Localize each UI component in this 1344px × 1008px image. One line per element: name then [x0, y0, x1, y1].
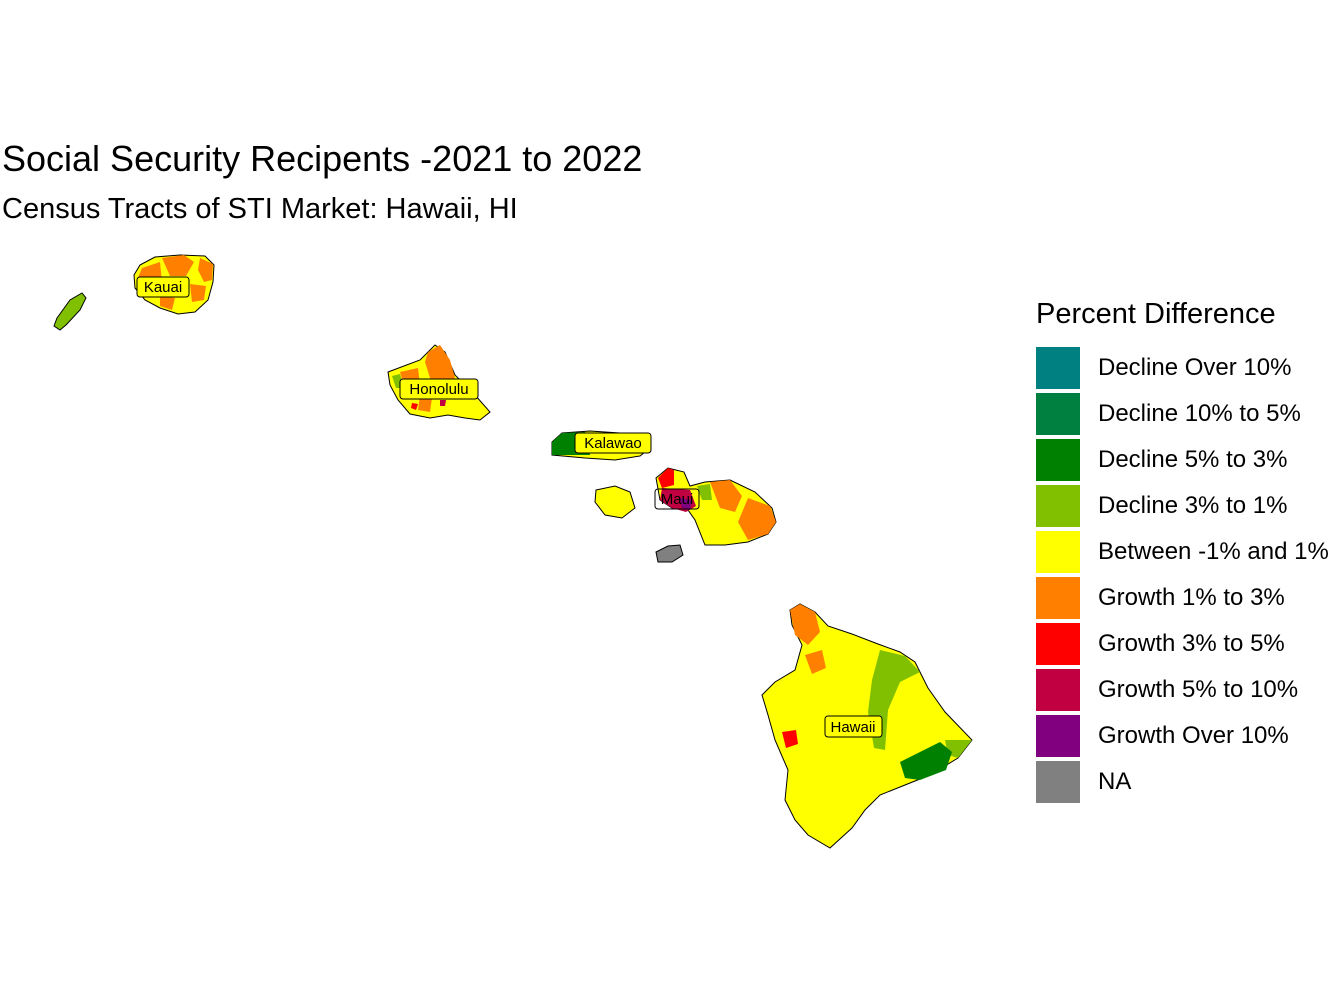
island-maui	[655, 467, 777, 546]
legend-label: Growth 1% to 3%	[1098, 584, 1285, 611]
island-kahoolawe	[655, 544, 684, 563]
legend-label: Decline 3% to 1%	[1098, 492, 1288, 519]
county-label-hawaii: Hawaii	[824, 715, 883, 738]
legend-swatch	[1036, 577, 1080, 619]
legend-item: Decline 3% to 1%	[1036, 483, 1329, 529]
legend-label: Decline Over 10%	[1098, 354, 1292, 381]
county-label-maui: Maui	[654, 488, 700, 510]
legend-label: Decline 5% to 3%	[1098, 446, 1288, 473]
svg-text:Honolulu: Honolulu	[409, 381, 468, 398]
legend-label: NA	[1098, 768, 1132, 795]
county-label-kalawao: Kalawao	[574, 432, 652, 454]
legend-label: Decline 10% to 5%	[1098, 400, 1301, 427]
map-title: Social Security Recipents -2021 to 2022	[2, 138, 643, 179]
legend-item: Growth 5% to 10%	[1036, 667, 1329, 713]
svg-text:Kauai: Kauai	[144, 279, 182, 296]
legend-swatch	[1036, 347, 1080, 389]
legend-item: Growth Over 10%	[1036, 713, 1329, 759]
legend-item: Decline 5% to 3%	[1036, 437, 1329, 483]
legend-label: Growth 3% to 5%	[1098, 630, 1285, 657]
legend-item: Growth 3% to 5%	[1036, 621, 1329, 667]
legend-item: Decline Over 10%	[1036, 345, 1329, 391]
legend-item: Decline 10% to 5%	[1036, 391, 1329, 437]
svg-text:Maui: Maui	[661, 491, 694, 508]
legend-swatch	[1036, 485, 1080, 527]
svg-text:Hawaii: Hawaii	[830, 719, 875, 736]
legend-swatch	[1036, 531, 1080, 573]
legend-swatch	[1036, 439, 1080, 481]
legend: Percent Difference Decline Over 10% Decli…	[1036, 298, 1329, 805]
legend-swatch	[1036, 669, 1080, 711]
legend-item: Growth 1% to 3%	[1036, 575, 1329, 621]
legend-swatch	[1036, 715, 1080, 757]
svg-text:Kalawao: Kalawao	[584, 435, 642, 452]
island-lanai	[594, 485, 636, 519]
legend-label: Between -1% and 1%	[1098, 538, 1329, 565]
legend-swatch	[1036, 761, 1080, 803]
legend-item: Between -1% and 1%	[1036, 529, 1329, 575]
legend-item: NA	[1036, 759, 1329, 805]
legend-label: Growth 5% to 10%	[1098, 676, 1299, 703]
county-label-honolulu: Honolulu	[399, 378, 479, 400]
legend-label: Growth Over 10%	[1098, 722, 1289, 749]
legend-title: Percent Difference	[1036, 298, 1276, 330]
hawaii-tract-map: Kauai Honolulu Kalawao Maui Hawaii	[53, 254, 973, 849]
map-subtitle: Census Tracts of STI Market: Hawaii, HI	[2, 193, 518, 225]
legend-items: Decline Over 10% Decline 10% to 5% Decline…	[1036, 345, 1329, 805]
legend-swatch	[1036, 393, 1080, 435]
county-label-kauai: Kauai	[136, 276, 190, 298]
legend-swatch	[1036, 623, 1080, 665]
island-niihau	[53, 292, 87, 331]
